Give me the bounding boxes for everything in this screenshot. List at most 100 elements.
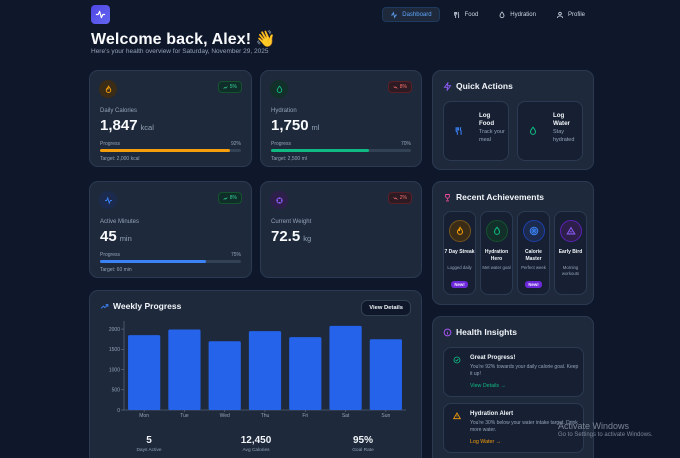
nav-label: Hydration bbox=[510, 11, 536, 18]
utensils-icon bbox=[453, 11, 459, 18]
stat-number: 12,450 bbox=[240, 435, 272, 446]
achievement-7-day-streak[interactable]: 7 Day Streak Logged daily New! bbox=[443, 211, 476, 295]
achievement-early-bird[interactable]: Early Bird Morning workouts bbox=[554, 211, 587, 295]
progress-fill bbox=[100, 260, 206, 263]
stat-label: Days Active bbox=[136, 448, 162, 453]
stat-number: 5 bbox=[146, 435, 152, 446]
badge-text: 5% bbox=[229, 84, 237, 90]
x-tick-label: Thu bbox=[261, 413, 270, 417]
stat-label: Active Minutes bbox=[100, 219, 140, 225]
nav-hydration[interactable]: Hydration bbox=[491, 7, 543, 22]
view-details-button[interactable]: View Details bbox=[361, 300, 411, 316]
value-number: 1,750 bbox=[271, 117, 309, 134]
progress-percent: 75% bbox=[230, 252, 241, 258]
trend-badge: 2% bbox=[387, 192, 412, 204]
nav-food[interactable]: Food bbox=[446, 7, 486, 22]
x-tick-label: Fri bbox=[302, 413, 308, 417]
activate-windows-text: Go to Settings to activate Windows. bbox=[558, 432, 653, 438]
progress-bar bbox=[100, 260, 241, 263]
weight-card[interactable]: 2% Current Weight 72.5 kg bbox=[260, 181, 422, 278]
nav-label: Dashboard bbox=[402, 11, 432, 18]
new-badge: New! bbox=[525, 281, 542, 288]
droplet-icon bbox=[493, 226, 501, 235]
insight-action-link[interactable]: View Details → bbox=[470, 383, 506, 389]
weight-icon-wrap bbox=[270, 191, 288, 209]
x-tick-label: Wed bbox=[220, 413, 230, 417]
info-icon bbox=[443, 328, 452, 336]
calories-icon-wrap bbox=[99, 80, 117, 98]
insight-title: Great Progress! bbox=[470, 355, 516, 361]
stat-label: Goal Rate bbox=[352, 448, 374, 453]
achievement-title: Hydration Hero bbox=[484, 249, 509, 262]
achievement-hydration-hero[interactable]: Hydration Hero Met water goal bbox=[480, 211, 513, 295]
bar-thu bbox=[248, 331, 282, 410]
achievement-desc: Perfect week bbox=[521, 265, 546, 270]
stat-avg-calories: 12,450 Avg Calories bbox=[226, 435, 286, 453]
stat-label: Current Weight bbox=[271, 219, 312, 225]
insight-action-link[interactable]: Log Water → bbox=[470, 439, 502, 445]
calories-card[interactable]: 5% Daily Calories 1,847 kcal Progress 92%… bbox=[89, 70, 252, 167]
trend-up-icon bbox=[223, 196, 228, 200]
insight-title: Hydration Alert bbox=[470, 411, 514, 417]
section-title-text: Health Insights bbox=[456, 327, 517, 337]
log-water-button[interactable]: Log Water Stay hydrated bbox=[517, 101, 583, 161]
nav-menu: Dashboard Food Hydration Profile bbox=[382, 7, 592, 22]
lightning-icon bbox=[443, 81, 452, 91]
new-badge: New! bbox=[451, 281, 468, 288]
hydration-card[interactable]: 8% Hydration 1,750 ml Progress 70% Target… bbox=[260, 70, 422, 167]
mountain-icon bbox=[566, 226, 576, 235]
bar-fri bbox=[289, 337, 322, 410]
progress-bar bbox=[100, 149, 241, 152]
achievement-desc: Morning workouts bbox=[561, 265, 580, 276]
stat-value: 72.5 kg bbox=[271, 228, 311, 245]
nav-profile[interactable]: Profile bbox=[549, 7, 592, 22]
trophy-icon bbox=[445, 193, 450, 201]
progress-bar bbox=[271, 149, 411, 152]
achievement-desc: Met water goal bbox=[482, 265, 511, 270]
quick-actions-card: Quick Actions Log Food Track your meal L… bbox=[432, 70, 594, 170]
nav-label: Profile bbox=[567, 11, 585, 18]
progress-fill bbox=[271, 149, 369, 152]
y-tick-label: 1500 bbox=[109, 347, 120, 353]
target-text: Target: 2,500 ml bbox=[271, 156, 307, 162]
x-tick-label: Tue bbox=[180, 413, 189, 417]
progress-percent: 92% bbox=[230, 141, 241, 147]
progress-label: Progress bbox=[100, 252, 121, 258]
droplet-icon bbox=[499, 10, 505, 18]
trend-badge: 8% bbox=[217, 192, 242, 204]
nav-dashboard[interactable]: Dashboard bbox=[382, 7, 440, 22]
section-title: Recent Achievements bbox=[443, 192, 544, 202]
log-food-button[interactable]: Log Food Track your meal bbox=[443, 101, 509, 161]
nav-label: Food bbox=[464, 11, 479, 18]
app-logo[interactable] bbox=[91, 5, 110, 24]
achievement-calorie-master[interactable]: Calorie Master Perfect week New! bbox=[517, 211, 550, 295]
achievement-icon-wrap bbox=[486, 220, 508, 242]
user-icon bbox=[556, 11, 564, 18]
health-insights-card: Health Insights Great Progress! You're 9… bbox=[432, 316, 594, 458]
page-title: Welcome back, Alex! 👋 bbox=[91, 31, 276, 48]
trend-badge: 5% bbox=[217, 81, 242, 93]
y-tick-label: 2000 bbox=[109, 327, 120, 333]
active-icon-wrap bbox=[99, 191, 117, 209]
section-title-text: Quick Actions bbox=[456, 81, 513, 91]
achievements-card: Recent Achievements 7 Day Streak Logged … bbox=[432, 181, 594, 305]
action-title: Log Water bbox=[553, 112, 570, 127]
bar-sat bbox=[329, 325, 362, 410]
target-text: Target: 2,000 kcal bbox=[100, 156, 140, 162]
stat-label: Avg Calories bbox=[242, 448, 270, 453]
trend-up-icon bbox=[223, 85, 228, 89]
stat-value: 1,750 ml bbox=[271, 117, 319, 134]
y-tick-label: 1000 bbox=[109, 367, 120, 373]
trend-badge: 8% bbox=[387, 81, 412, 93]
value-number: 45 bbox=[100, 228, 117, 245]
progress-fill bbox=[100, 149, 230, 152]
x-tick-label: Sat bbox=[342, 413, 350, 417]
section-title: Weekly Progress bbox=[100, 301, 181, 311]
trend-down-icon bbox=[393, 85, 398, 89]
top-navbar: Dashboard Food Hydration Profile bbox=[0, 0, 680, 30]
active-minutes-card[interactable]: 8% Active Minutes 45 min Progress 75% Tar… bbox=[89, 181, 252, 278]
target-text: Target: 60 min bbox=[100, 267, 132, 273]
section-title-text: Weekly Progress bbox=[113, 301, 182, 311]
weekly-bar-chart: 0 500 1000 1500 2000 Mon Tue Wed Thu Fri Sat Sun bbox=[109, 321, 406, 417]
trend-down-icon bbox=[393, 196, 398, 200]
